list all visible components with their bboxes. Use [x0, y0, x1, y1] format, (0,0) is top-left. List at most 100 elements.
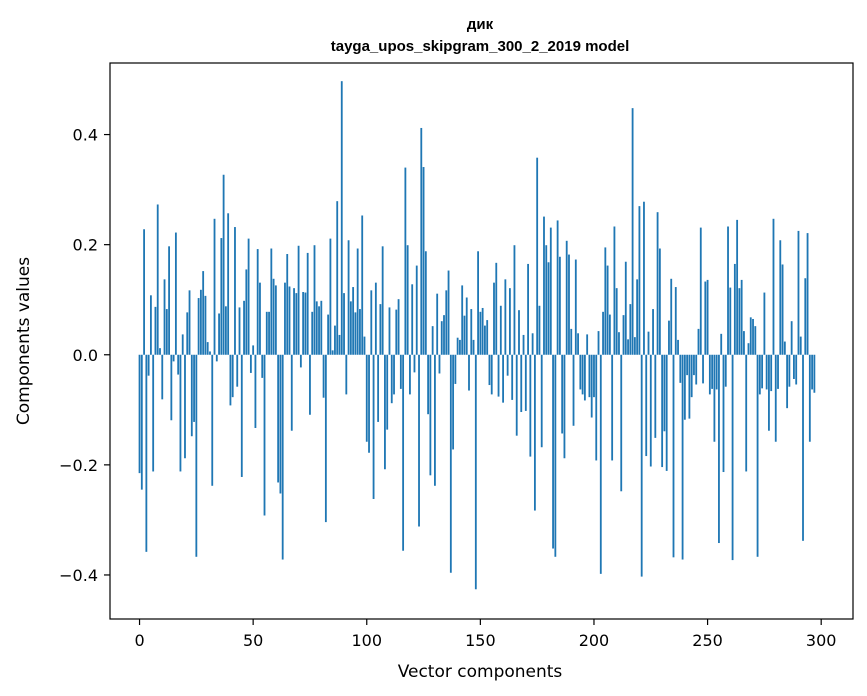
- bar-71: [299, 354, 302, 368]
- bar-56: [265, 311, 268, 355]
- bar-218: [633, 337, 636, 355]
- bar-217: [631, 108, 634, 355]
- bar-43: [236, 354, 239, 387]
- bar-11: [163, 279, 166, 355]
- bar-184: [556, 220, 559, 355]
- bar-103: [372, 354, 375, 499]
- bar-19: [181, 334, 184, 355]
- bar-114: [397, 299, 400, 355]
- bar-49: [249, 354, 252, 373]
- bar-191: [572, 354, 575, 426]
- bar-290: [797, 230, 800, 355]
- bar-281: [777, 354, 779, 389]
- bar-51: [254, 354, 257, 428]
- bar-20: [184, 354, 186, 459]
- x-tick-label: 100: [351, 631, 382, 650]
- bar-166: [515, 354, 518, 436]
- bar-30: [206, 342, 209, 355]
- bar-131: [436, 293, 439, 355]
- bar-181: [549, 227, 552, 355]
- bar-192: [574, 259, 577, 355]
- bar-83: [327, 314, 330, 355]
- bar-204: [602, 311, 604, 355]
- bar-25: [195, 354, 198, 557]
- bar-118: [406, 245, 409, 355]
- bar-93: [349, 301, 352, 355]
- bar-97: [359, 309, 361, 355]
- bar-208: [611, 354, 614, 461]
- bar-111: [390, 354, 393, 404]
- y-tick-label: 0.0: [73, 346, 98, 365]
- bar-39: [227, 213, 230, 355]
- bar-241: [686, 354, 689, 376]
- bar-197: [586, 334, 589, 355]
- bar-234: [670, 278, 673, 355]
- bar-78: [315, 301, 318, 355]
- bar-36: [220, 238, 223, 355]
- bar-244: [693, 354, 695, 376]
- bar-246: [697, 328, 700, 355]
- bar-261: [731, 354, 734, 561]
- bar-162: [506, 354, 509, 376]
- x-tick-label: 250: [692, 631, 723, 650]
- bar-64: [284, 282, 286, 355]
- bar-291: [799, 336, 802, 355]
- bar-8: [156, 204, 159, 355]
- bar-183: [554, 354, 557, 557]
- x-axis-label: Vector components: [398, 662, 563, 682]
- bar-227: [654, 354, 657, 438]
- bar-65: [286, 254, 289, 355]
- bar-116: [402, 354, 405, 551]
- bar-53: [259, 282, 261, 355]
- bar-144: [465, 297, 468, 355]
- bar-80: [320, 300, 323, 355]
- bar-195: [581, 354, 584, 395]
- bar-95: [354, 312, 357, 355]
- bar-18: [179, 354, 182, 472]
- bar-289: [795, 354, 798, 385]
- bar-108: [384, 354, 386, 470]
- bar-9: [159, 348, 161, 355]
- bar-272: [756, 354, 759, 557]
- bar-237: [677, 339, 679, 355]
- bar-89: [340, 81, 343, 355]
- bar-230: [661, 354, 664, 468]
- bar-174: [533, 354, 536, 511]
- bar-130: [434, 354, 436, 486]
- bar-40: [229, 354, 232, 406]
- bar-173: [531, 333, 534, 355]
- bar-201: [595, 354, 598, 461]
- bar-69: [295, 293, 298, 355]
- bar-220: [638, 206, 641, 355]
- bar-292: [802, 354, 804, 541]
- bar-273: [758, 354, 761, 395]
- bar-190: [570, 328, 573, 355]
- bar-7: [154, 306, 157, 355]
- bar-2: [143, 229, 145, 355]
- bar-67: [290, 354, 293, 431]
- bar-168: [520, 354, 523, 413]
- bar-110: [388, 307, 391, 355]
- bar-203: [599, 354, 602, 574]
- bar-94: [352, 287, 355, 355]
- bar-123: [418, 354, 420, 527]
- bar-17: [177, 354, 180, 375]
- bar-77: [313, 245, 316, 355]
- bar-155: [490, 354, 493, 395]
- bar-266: [743, 331, 745, 355]
- bar-86: [334, 325, 336, 355]
- bar-233: [668, 320, 670, 355]
- bar-167: [518, 310, 520, 355]
- bar-81: [322, 354, 325, 398]
- bar-267: [745, 354, 748, 472]
- bar-158: [497, 354, 500, 397]
- bar-221: [640, 354, 643, 577]
- bar-76: [311, 311, 314, 355]
- bar-225: [649, 354, 652, 467]
- bar-175: [536, 157, 539, 355]
- bar-293: [804, 278, 807, 355]
- bar-209: [613, 226, 616, 355]
- bar-199: [590, 354, 593, 418]
- bar-22: [188, 290, 191, 355]
- bar-0: [138, 354, 141, 474]
